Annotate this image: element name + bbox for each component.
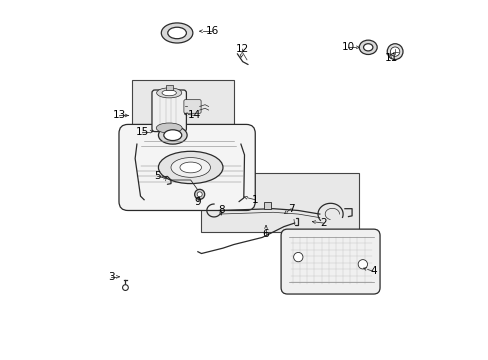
- Circle shape: [293, 252, 303, 262]
- Circle shape: [197, 192, 202, 197]
- FancyBboxPatch shape: [281, 229, 379, 294]
- Text: 9: 9: [194, 197, 201, 207]
- Circle shape: [357, 260, 367, 269]
- FancyBboxPatch shape: [183, 100, 201, 113]
- Text: 12: 12: [236, 44, 249, 54]
- Text: 1: 1: [251, 195, 258, 205]
- Ellipse shape: [171, 158, 210, 177]
- Ellipse shape: [158, 151, 223, 184]
- Ellipse shape: [156, 88, 182, 98]
- FancyBboxPatch shape: [152, 90, 186, 132]
- Text: 16: 16: [205, 26, 219, 36]
- Text: 15: 15: [135, 127, 149, 136]
- Text: 14: 14: [187, 111, 201, 121]
- Ellipse shape: [161, 23, 192, 43]
- Circle shape: [194, 189, 204, 199]
- Ellipse shape: [156, 123, 182, 133]
- Circle shape: [122, 285, 128, 291]
- Ellipse shape: [158, 126, 187, 144]
- Text: 11: 11: [384, 53, 397, 63]
- Text: 5: 5: [154, 171, 161, 181]
- Bar: [165, 85, 172, 90]
- Ellipse shape: [359, 40, 376, 54]
- Bar: [131, 80, 233, 146]
- Text: 2: 2: [320, 218, 326, 228]
- Ellipse shape: [363, 44, 372, 51]
- Ellipse shape: [163, 130, 182, 140]
- Ellipse shape: [180, 162, 201, 173]
- Text: 4: 4: [369, 266, 376, 276]
- Text: 3: 3: [107, 272, 114, 282]
- Text: 10: 10: [341, 42, 354, 52]
- Bar: [201, 173, 359, 232]
- Text: 8: 8: [218, 206, 224, 216]
- Ellipse shape: [162, 90, 176, 96]
- Text: 7: 7: [287, 204, 294, 214]
- Circle shape: [389, 47, 399, 56]
- Bar: [264, 202, 271, 209]
- Circle shape: [386, 44, 402, 59]
- FancyBboxPatch shape: [119, 125, 255, 211]
- Text: 13: 13: [112, 111, 125, 121]
- Text: 6: 6: [262, 229, 269, 239]
- Ellipse shape: [167, 27, 186, 39]
